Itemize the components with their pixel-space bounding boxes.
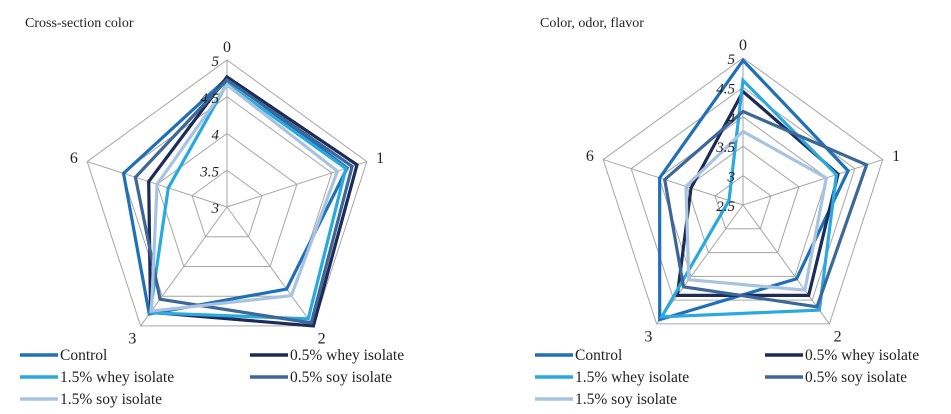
grid-ring (191, 169, 263, 238)
legend-label: 0.5% soy isolate (290, 369, 392, 386)
legend-label: 0.5% whey isolate (290, 347, 404, 364)
radial-tick-label: 3.5 (715, 140, 735, 156)
grid-ring (86, 59, 368, 327)
axis-label: 0 (739, 37, 747, 54)
axis-label: 6 (586, 148, 594, 165)
axis-label: 2 (318, 330, 326, 347)
series-line-1-5-whey-isolate (148, 81, 348, 321)
series-line-control (658, 57, 851, 322)
axis-spoke (656, 204, 744, 325)
axis-spoke (140, 206, 228, 327)
radar-chart-2: Color, odor, flavor 0 1 2 3 6 2.5 3 3.5 4 4.5 5 Cont… (535, 16, 919, 408)
legend-item: Control (20, 347, 107, 364)
radial-tick-label: 3 (727, 170, 736, 186)
legend-label: 0.5% whey isolate (805, 347, 919, 364)
axis-label: 3 (128, 330, 136, 347)
radar-chart-1: Cross-section color 0 1 2 3 6 3 3.5 4 4.5 5 Control… (20, 16, 404, 408)
legend-label: 1.5% soy isolate (575, 391, 677, 408)
legend-item: 1.5% whey isolate (20, 369, 174, 386)
radial-tick-label: 4.5 (716, 81, 735, 97)
chart-title: Cross-section color (25, 16, 134, 31)
axis-label: 0 (223, 39, 231, 56)
radial-tick-label: 5 (728, 52, 736, 68)
axis-label: 1 (892, 148, 900, 165)
series-line-1-5-whey-isolate (658, 76, 839, 319)
legend-label: 1.5% whey isolate (575, 369, 689, 386)
axis-spoke (742, 159, 883, 206)
axis-label: 6 (70, 150, 78, 167)
axis-label: 2 (834, 328, 842, 345)
legend-label: 0.5% soy isolate (805, 369, 907, 386)
series-line-0-5-whey-isolate (147, 74, 359, 328)
series-line-0-5-whey-isolate (675, 88, 840, 297)
grid-ring (602, 57, 884, 325)
series-line-control (121, 76, 350, 316)
radial-tick-label: 4 (212, 128, 220, 144)
legend-label: 1.5% whey isolate (60, 369, 174, 386)
radial-tick-label: 5 (212, 54, 220, 70)
legend-item: 0.5% whey isolate (250, 347, 404, 364)
grid-ring (658, 116, 828, 277)
legend-label: 1.5% soy isolate (60, 391, 162, 408)
legend-item: 0.5% soy isolate (765, 369, 907, 386)
legend-item: 1.5% soy isolate (20, 391, 162, 408)
radial-tick-label: 4 (728, 111, 736, 127)
axis-spoke (226, 206, 314, 327)
grid-ring (156, 132, 298, 267)
series-line-1-5-soy-isolate (149, 82, 340, 313)
legend-item: 1.5% soy isolate (535, 391, 677, 408)
legend-item: 0.5% soy isolate (250, 369, 392, 386)
series-line-1-5-soy-isolate (684, 129, 829, 292)
legend-item: Control (535, 347, 622, 364)
legend-item: 0.5% whey isolate (765, 347, 919, 364)
radial-tick-label: 4.5 (200, 91, 219, 107)
axis-spoke (226, 161, 367, 208)
series-line-0-5-soy-isolate (133, 77, 354, 325)
axis-spoke (742, 204, 830, 325)
radial-tick-label: 2.5 (716, 199, 735, 215)
radial-tick-label: 3.5 (199, 164, 219, 180)
legend-label: Control (60, 347, 107, 364)
axis-label: 3 (644, 328, 652, 345)
chart-title: Color, odor, flavor (540, 16, 644, 31)
radial-tick-label: 3 (211, 201, 220, 217)
axis-label: 1 (376, 150, 384, 167)
legend-label: Control (575, 347, 622, 364)
grid-ring (714, 174, 772, 230)
legend-item: 1.5% whey isolate (535, 369, 689, 386)
grid-ring (630, 86, 856, 301)
series-line-0-5-soy-isolate (662, 109, 869, 309)
axis-spoke (603, 159, 744, 206)
